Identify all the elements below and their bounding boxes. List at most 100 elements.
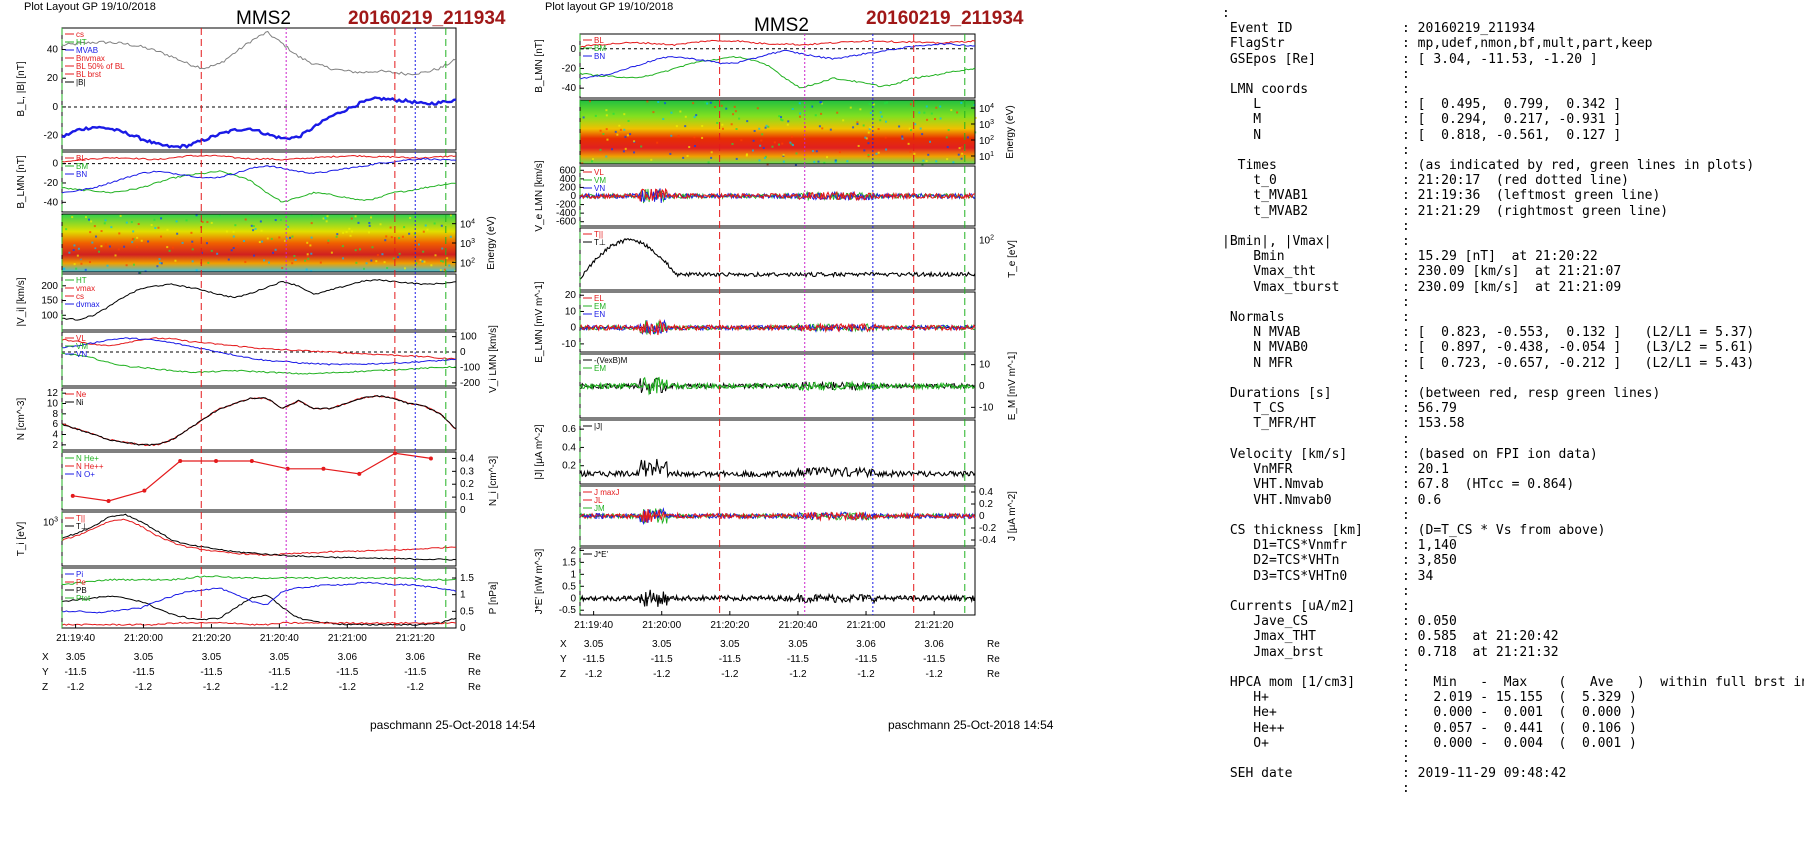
legend-label: J maxJ [594,488,619,497]
info-line: : [1222,6,1230,21]
y-tick-label: 1.5 [562,557,576,568]
series-line [62,278,457,321]
legend-label: EL [594,294,604,303]
series-line [579,319,976,335]
left-pos-value: 3.05 [134,652,154,663]
y-tick-label: 102 [460,257,475,269]
panel-frame [579,99,976,165]
y-tick-label: 4 [52,430,58,441]
mid-pos-value: -1.2 [857,669,875,680]
mid-x-tick-label: 21:20:20 [710,620,749,631]
legend-label: EN [594,310,605,319]
left-pos-value: -1.2 [135,682,153,693]
left-x-tick-label: 21:20:00 [124,633,163,644]
legend-label: BM [76,162,88,171]
series-line [579,42,976,80]
y-tick-label: 40 [47,45,59,56]
series-line [61,337,457,361]
mid-x-tick-label: 21:19:40 [574,620,613,631]
left-x-tick-label: 21:19:40 [56,633,95,644]
info-line: Currents [uA/m2] : [1229,598,1410,614]
y-axis-label: Energy (eV) [486,216,497,269]
panel-frame [579,291,976,353]
mid-pos-value: -11.5 [855,654,877,665]
y-tick-label: -600 [556,217,576,228]
series-line [579,376,976,396]
y-axis-label: Energy (eV) [1005,105,1016,158]
y-tick-label: 103 [43,517,58,529]
y-tick-label: 0.5 [460,606,474,617]
info-line: VnMFR : 20.1 [1253,462,1449,478]
data-point [428,456,433,461]
legend-label: T|| [76,514,85,523]
left-pos-value: -1.2 [407,682,425,693]
info-line: HPCA mom [1/cm3] : Min - Max ( Ave ) wit… [1229,674,1804,690]
left-x-tick-label: 21:20:20 [192,633,231,644]
legend-label: Ptot [76,594,91,603]
y-tick-label: 1 [570,569,576,580]
y-tick-label: 0 [460,623,466,634]
info-line: : [1402,750,1410,766]
series-line [579,589,976,607]
y-tick-label: 101 [979,151,994,163]
left-layout-label: Plot Layout GP 19/10/2018 [24,1,156,13]
info-line: t_MVAB1 : 21:19:36 (leftmost green line) [1253,188,1661,204]
legend-label: cs [76,292,84,301]
legend-label: HT [76,276,87,285]
legend-label: BN [76,170,87,179]
legend-label: cs [76,30,84,39]
left-x-tick-label: 21:21:20 [396,633,435,644]
middle-event-title: 20160219_211934 [866,8,1024,29]
legend-label: BL brst [76,70,102,79]
left-pos-value: -11.5 [404,667,426,678]
info-line: M : [ 0.294, 0.217, -0.931 ] [1253,112,1622,128]
panel-frame [61,451,457,511]
info-line: N : [ 0.818, -0.561, 0.127 ] [1253,127,1622,143]
legend-label: N He+ [76,454,99,463]
left-pos-value: -1.2 [67,682,85,693]
mid-pos-unit: Re [987,639,1000,650]
y-axis-label: V_i LMN [km/s] [488,325,499,393]
mid-pos-row-label: X [560,639,567,650]
mid-pos-value: 3.06 [856,639,876,650]
left-pos-value: -11.5 [200,667,222,678]
left-pos-value: -1.2 [203,682,221,693]
panel-frame [61,273,457,331]
left-pos-value: 3.05 [202,652,222,663]
y-tick-label: 0 [570,44,576,55]
info-line: VHT.Nmvab0 : 0.6 [1253,492,1442,508]
legend-label: T⊥ [594,238,606,247]
y-tick-label: 20 [47,73,59,84]
y-tick-label: 103 [979,119,994,131]
panel-frame [579,547,976,616]
y-tick-label: 200 [559,182,576,193]
left-pos-value: 3.05 [66,652,86,663]
info-line: GSEpos [Re] : [ 3.04, -11.53, -1.20 ] [1229,51,1598,67]
series-line [72,452,431,502]
left-pos-value: -11.5 [268,667,290,678]
legend-label: Bnvmax [76,54,105,63]
left-pos-unit: Re [468,652,481,663]
middle-layout-label: Plot layout GP 19/10/2018 [545,1,674,13]
mid-pos-value: -11.5 [651,654,673,665]
mid-pos-value: -11.5 [719,654,741,665]
info-line: |Bmin|, |Vmax| : [1222,234,1410,250]
info-line: : [1402,583,1410,599]
y-tick-label: 0.4 [562,442,576,453]
y-axis-label: B_LMN [nT] [534,39,545,93]
y-axis-label: J [μA m^-2] [1007,491,1018,541]
mid-x-tick-label: 21:20:00 [642,620,681,631]
info-line: Normals : [1229,310,1410,326]
left-pos-row-label: Y [42,667,49,678]
info-line: N MVAB : [ 0.823, -0.553, 0.132 ] (L2/L1… [1253,325,1755,341]
info-line: H+ : 2.019 - 15.155 ( 5.329 ) [1253,690,1637,706]
info-line: VHT.Nmvab : 67.8 (HTcc = 0.864) [1253,477,1575,493]
mid-pos-value: -1.2 [585,669,603,680]
legend-label: T|| [594,230,603,239]
left-panel-ti: 103 T_i [eV] T||T⊥ [16,511,457,567]
panel-frame [579,419,976,485]
